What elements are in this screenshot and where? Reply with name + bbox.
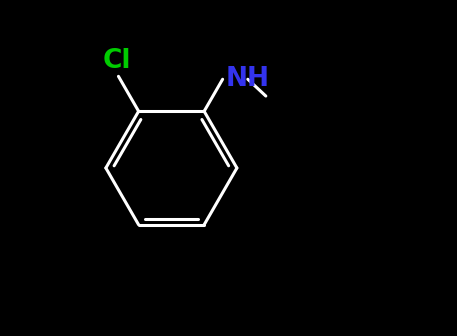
Text: NH: NH bbox=[226, 66, 270, 92]
Text: Cl: Cl bbox=[102, 48, 131, 74]
